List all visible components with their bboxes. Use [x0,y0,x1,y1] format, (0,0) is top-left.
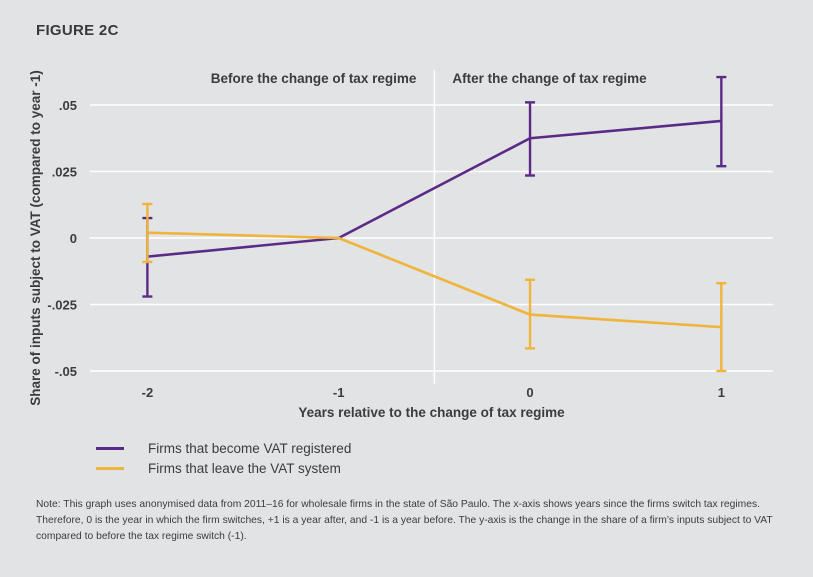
line-chart: Before the change of tax regime After th… [28,70,773,420]
x-axis-ticks: -2 -1 0 1 [142,385,725,400]
y-axis-ticks: -.05 -.025 0 .025 .05 [47,98,77,379]
y-tick-label: .05 [59,98,77,113]
x-tick-label: -1 [333,385,345,400]
x-axis-title: Years relative to the change of tax regi… [298,405,565,420]
figure-title: FIGURE 2C [36,22,119,39]
x-tick-label: 1 [718,385,725,400]
y-tick-label: -.05 [55,364,77,379]
y-axis-title: Share of inputs subject to VAT (compared… [28,70,43,406]
footnote: Note: This graph uses anonymised data fr… [36,499,773,542]
series [142,75,727,373]
series-line [147,119,722,258]
series-1 [142,202,727,373]
gridlines [90,104,773,372]
legend: Firms that become VAT registered Firms t… [96,438,351,478]
legend-item-leave-vat: Firms that leave the VAT system [96,458,351,478]
annotation-after: After the change of tax regime [452,71,647,86]
y-tick-label: 0 [70,231,77,246]
legend-item-vat-registered: Firms that become VAT registered [96,438,351,458]
series-0 [142,75,727,298]
legend-label: Firms that leave the VAT system [148,460,341,476]
x-tick-label: 0 [526,385,533,400]
series-line [147,231,722,329]
legend-swatch-orange [96,466,124,470]
y-tick-label: -.025 [47,298,77,313]
annotation-before: Before the change of tax regime [211,71,417,86]
x-tick-label: -2 [142,385,154,400]
legend-swatch-purple [96,446,124,450]
y-tick-label: .025 [52,165,77,180]
legend-label: Firms that become VAT registered [148,440,352,456]
